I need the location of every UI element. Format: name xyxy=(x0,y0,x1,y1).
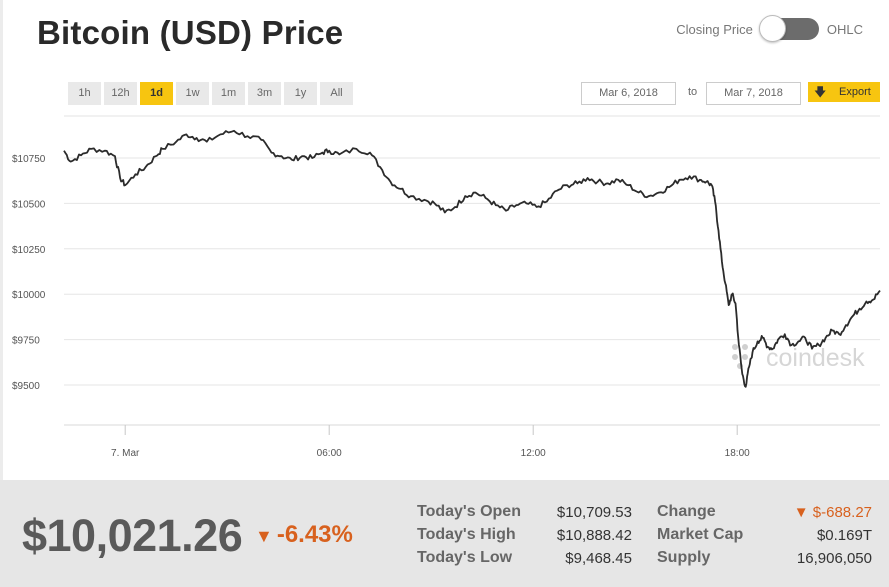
left-border xyxy=(0,0,3,480)
range-button-3m[interactable]: 3m xyxy=(248,82,281,105)
current-price: $10,021.26 xyxy=(22,510,243,561)
y-axis-ticks: $10750 $10500 $10250 $10000 $9750 $9500 xyxy=(12,154,46,392)
market-cap-value: $0.169T xyxy=(816,527,872,544)
y-tick-label: $9750 xyxy=(12,336,40,347)
watermark-text: coindesk xyxy=(766,344,865,372)
x-tick-label: 06:00 xyxy=(317,448,342,459)
change-percent-value: -6.43% xyxy=(276,521,353,548)
ohlc-label: OHLC xyxy=(826,21,863,37)
coindesk-watermark: coindesk xyxy=(732,344,865,372)
range-button-12h[interactable]: 12h xyxy=(104,82,137,105)
download-arrow-icon: 🡇 xyxy=(814,85,827,99)
today-low-label: Today's Low xyxy=(417,549,513,566)
range-button-1w[interactable]: 1w xyxy=(176,82,209,105)
y-tick-label: $10750 xyxy=(12,154,46,165)
change-label: Change xyxy=(657,503,716,520)
change-value-text: $-688.27 xyxy=(812,504,872,521)
price-chart: $10750 $10500 $10250 $10000 $9750 $9500 7. Ma… xyxy=(12,115,881,459)
coindesk-logo-icon xyxy=(732,344,748,369)
range-button-1y[interactable]: 1y xyxy=(284,82,317,105)
date-to-label: to xyxy=(688,86,698,98)
today-open-value: $10,709.53 xyxy=(556,504,632,521)
x-tick-label: 12:00 xyxy=(521,448,546,459)
change-down-icon: ▼ xyxy=(793,504,813,521)
today-high-value: $10,888.42 xyxy=(556,527,632,544)
range-button-1d[interactable]: 1d xyxy=(140,82,173,105)
today-open-label: Today's Open xyxy=(417,503,521,520)
date-to-field[interactable]: Mar 7, 2018 xyxy=(706,82,801,105)
y-tick-label: $10000 xyxy=(12,290,46,301)
range-button-1h[interactable]: 1h xyxy=(68,82,101,105)
export-button[interactable]: 🡇 Export xyxy=(808,82,880,102)
y-tick-label: $9500 xyxy=(12,381,40,392)
range-button-all[interactable]: All xyxy=(320,82,353,105)
change-value: ▼ $-688.27 xyxy=(760,504,872,521)
price-series-line xyxy=(63,129,881,388)
x-axis-ticks: 7. Mar 06:00 12:00 18:00 xyxy=(111,425,750,459)
x-tick-label: 7. Mar xyxy=(111,448,140,459)
date-from-field[interactable]: Mar 6, 2018 xyxy=(581,82,676,105)
toggle-knob xyxy=(758,15,786,42)
today-high-label: Today's High xyxy=(417,526,516,543)
x-tick-label: 18:00 xyxy=(725,448,750,459)
down-triangle-icon: ▼ xyxy=(255,526,273,546)
range-button-1m[interactable]: 1m xyxy=(212,82,245,105)
supply-label: Supply xyxy=(657,549,711,566)
market-cap-label: Market Cap xyxy=(657,526,744,543)
time-range-buttons: 1h 12h 1d 1w 1m 3m 1y All xyxy=(68,82,356,105)
chart-grid xyxy=(64,115,880,426)
y-tick-label: $10250 xyxy=(12,245,46,256)
price-mode-toggle-group: Closing Price OHLC xyxy=(668,15,871,42)
y-tick-label: $10500 xyxy=(12,199,46,210)
stats-footer xyxy=(0,480,889,587)
export-label: Export xyxy=(839,86,871,98)
supply-value: 16,906,050 xyxy=(796,550,872,567)
page-title: Bitcoin (USD) Price xyxy=(37,14,344,51)
price-mode-toggle[interactable] xyxy=(758,15,819,42)
today-low-value: $9,468.45 xyxy=(565,550,632,567)
closing-price-label: Closing Price xyxy=(676,21,753,37)
change-percent: ▼ -6.43% xyxy=(255,521,353,549)
